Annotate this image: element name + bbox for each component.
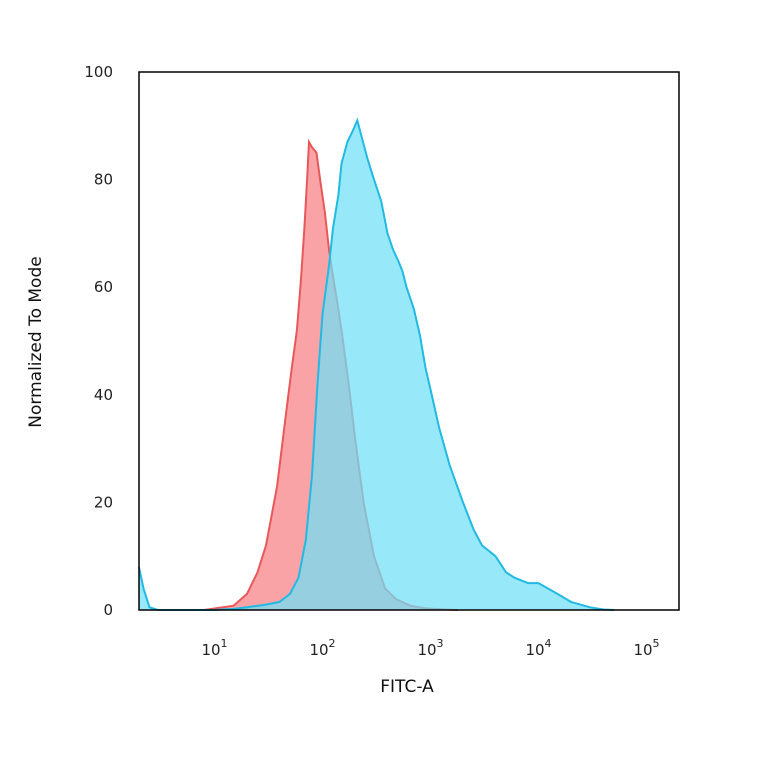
x-tick-label: 102: [309, 637, 335, 659]
y-tick-label: 100: [84, 63, 113, 81]
y-tick-label: 40: [94, 386, 113, 404]
y-tick-label: 80: [94, 171, 113, 189]
y-tick-label: 60: [94, 278, 113, 296]
y-tick-label: 20: [94, 493, 113, 511]
y-axis-ticks: 0 20 40 60 80 100: [84, 63, 113, 619]
series-2-area: [139, 120, 614, 611]
y-axis-title: Normalized To Mode: [26, 256, 46, 427]
x-tick-label: 105: [633, 637, 659, 659]
x-tick-label: 101: [201, 637, 227, 659]
x-tick-label: 104: [525, 637, 551, 659]
x-axis-ticks: 101 102 103 104 105: [201, 637, 659, 659]
x-tick-label: 103: [417, 637, 443, 659]
plot-frame: [138, 71, 680, 611]
x-axis-title: FITC-A: [380, 677, 434, 697]
series-layer: [138, 117, 615, 611]
series-2-outline: [138, 117, 615, 611]
y-tick-label: 0: [103, 601, 113, 619]
